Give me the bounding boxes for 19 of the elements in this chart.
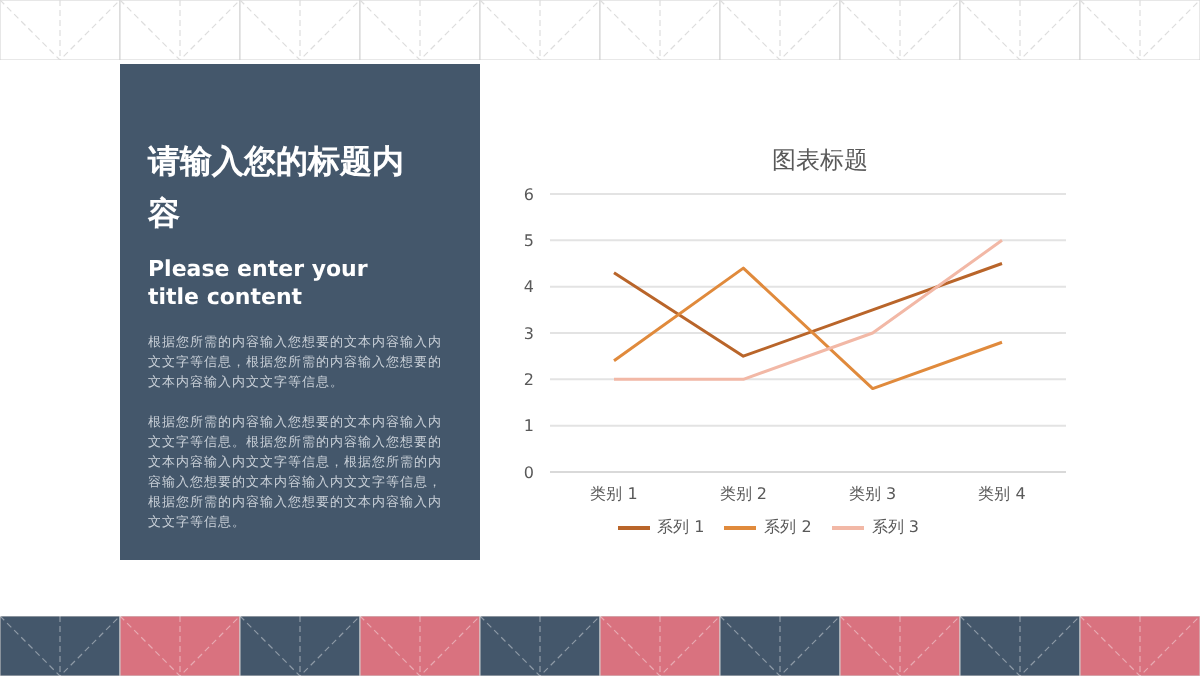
text: Please enter your title content [148,256,368,312]
x-tick-label: 类别 3 [849,485,897,504]
legend-label: 系列 1 [657,518,705,537]
y-tick-label: 1 [523,417,534,436]
y-tick-label: 5 [523,232,534,251]
x-tick-label: 类别 4 [978,485,1026,504]
x-tick-label: 类别 1 [590,485,638,504]
y-tick-label: 2 [523,371,534,390]
y-tick-label: 4 [523,278,534,297]
text: 请输入您的标题内容 [148,140,406,236]
chart-title: 图表标题 [770,144,870,178]
y-tick-label: 6 [523,185,534,204]
x-tick-label: 类别 2 [719,485,767,504]
legend-label: 系列 3 [871,518,919,537]
y-tick-label: 0 [523,463,534,482]
legend-label: 系列 2 [764,518,812,537]
line-series [612,262,1004,358]
y-tick-label: 3 [523,324,534,343]
line-series [612,266,1004,391]
